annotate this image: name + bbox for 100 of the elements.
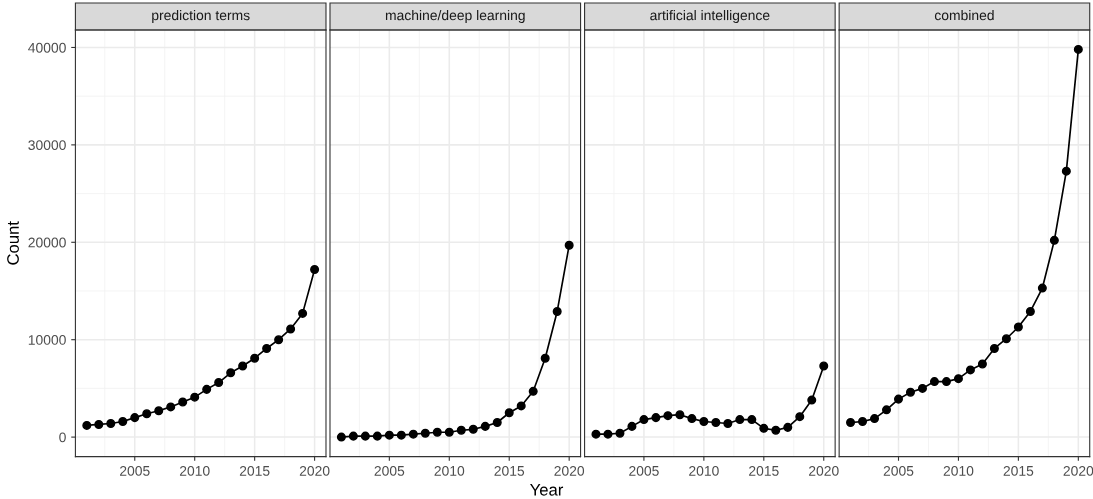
point: [675, 410, 685, 420]
point: [1037, 283, 1047, 293]
point: [528, 386, 538, 396]
point: [372, 431, 382, 441]
chart-title: artificial intelligence: [650, 10, 770, 23]
chart-title: combined: [934, 10, 994, 21]
point: [615, 428, 625, 438]
point: [286, 324, 296, 334]
point: [807, 395, 817, 405]
point: [759, 423, 769, 433]
x-tick-label: 2010: [689, 465, 719, 476]
point: [687, 414, 697, 424]
point: [432, 427, 442, 437]
point: [846, 417, 856, 428]
x-axis-title: Year: [530, 484, 564, 496]
point: [226, 368, 236, 378]
point: [106, 418, 116, 428]
point: [540, 353, 550, 363]
point: [1049, 235, 1059, 245]
x-tick-label: 2010: [179, 465, 210, 476]
point: [699, 417, 709, 427]
point: [929, 377, 939, 387]
point: [917, 383, 927, 393]
point: [870, 414, 880, 424]
point: [989, 343, 999, 353]
x-tick-label: 2015: [1003, 465, 1034, 476]
x-tick-label: 2005: [883, 465, 914, 476]
point: [178, 397, 188, 407]
x-tick-label: 2005: [120, 465, 150, 476]
point: [819, 361, 829, 371]
x-tick-label: 2005: [374, 465, 405, 476]
point: [154, 406, 164, 416]
y-tick-label: 0: [59, 432, 66, 443]
point: [444, 427, 454, 437]
x-tick-label: 2015: [494, 465, 525, 476]
point: [94, 419, 104, 429]
chart-title: prediction terms: [152, 10, 250, 23]
point: [166, 402, 176, 412]
point: [747, 415, 757, 425]
point: [202, 384, 212, 394]
point: [893, 394, 904, 404]
point: [360, 431, 370, 441]
point: [348, 431, 358, 441]
point: [1001, 334, 1011, 344]
point: [250, 353, 260, 363]
point: [190, 392, 200, 402]
point: [977, 359, 987, 369]
y-tick-label: 10000: [28, 335, 66, 345]
point: [336, 432, 346, 442]
point: [480, 421, 490, 431]
point: [384, 430, 394, 440]
point: [142, 409, 152, 419]
point: [795, 412, 805, 422]
point: [651, 413, 661, 423]
y-tick-label: 30000: [28, 140, 66, 151]
point: [881, 405, 892, 415]
point: [711, 417, 721, 428]
point: [627, 421, 637, 431]
point: [516, 401, 526, 411]
point: [214, 378, 224, 388]
x-tick-label: 2020: [809, 465, 839, 476]
y-tick-label: 40000: [28, 42, 66, 53]
x-tick-label: 2020: [1063, 465, 1093, 476]
point: [310, 265, 320, 275]
point: [238, 361, 248, 371]
point: [82, 420, 92, 430]
x-tick-label: 2010: [943, 465, 974, 476]
point: [941, 377, 951, 387]
chart-title: machine/deep learning: [385, 10, 525, 23]
point: [420, 428, 430, 438]
point: [1025, 306, 1035, 316]
point: [118, 417, 128, 427]
point: [456, 425, 466, 435]
point: [639, 415, 649, 425]
point: [858, 417, 868, 427]
point: [905, 387, 916, 397]
point: [603, 429, 613, 439]
point: [1061, 166, 1071, 176]
point: [274, 335, 284, 345]
point: [723, 418, 733, 428]
y-axis-title: Count: [7, 221, 19, 265]
point: [953, 374, 963, 384]
point: [564, 240, 574, 250]
point: [396, 430, 406, 440]
y-tick-label: 20000: [28, 237, 66, 248]
x-tick-label: 2005: [629, 465, 659, 476]
point: [504, 408, 514, 418]
point: [591, 429, 601, 439]
point: [408, 429, 418, 439]
x-tick-label: 2020: [554, 465, 585, 476]
point: [130, 413, 140, 423]
point: [1073, 44, 1083, 54]
point: [783, 422, 793, 432]
point: [771, 425, 781, 435]
point: [1013, 322, 1023, 332]
point: [735, 415, 745, 425]
point: [492, 417, 502, 428]
point: [965, 365, 975, 375]
x-tick-label: 2010: [434, 465, 465, 476]
x-tick-label: 2015: [239, 465, 270, 476]
